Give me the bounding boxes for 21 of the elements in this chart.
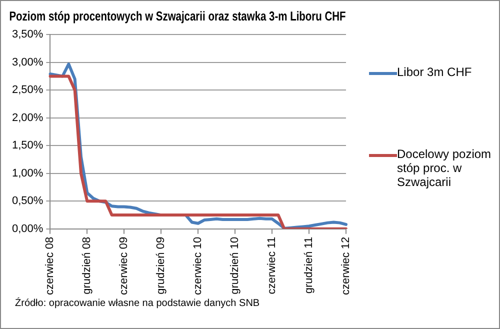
y-tick-label: 2,50% [12, 84, 44, 96]
x-tick-label: czerwiec 11 [266, 236, 278, 294]
y-tick-label: 0,50% [12, 195, 44, 208]
legend-label: Libor 3m CHF [397, 65, 472, 79]
x-tick-label: czerwiec 10 [192, 236, 204, 295]
x-tick-label: grudzień 11 [303, 236, 316, 294]
x-tick-label: grudzień 08 [81, 236, 94, 294]
y-tick-label: 3,00% [12, 56, 44, 68]
legend-label: Docelowy poziom stóp proc. w Szwajcarii [397, 147, 492, 189]
y-tick-label: 0,00% [12, 222, 44, 235]
y-tick-label: 1,00% [12, 167, 44, 180]
x-tick-label: czerwiec 09 [118, 236, 130, 295]
y-tick-label: 3,50% [12, 28, 44, 41]
x-tick-label: czerwiec 08 [44, 236, 56, 295]
x-tick-label: grudzień 09 [155, 236, 168, 294]
x-tick-label: czerwiec 12 [340, 236, 352, 295]
text: Źródło: opracowanie własne na podstawie danych SNB [15, 298, 260, 309]
chart-title: Poziom stóp procentowych w Szwajcarii oraz stawka 3-m Liboru CHF [9, 9, 346, 24]
y-tick-label: 1,50% [12, 140, 44, 152]
y-tick-label: 2,00% [12, 112, 44, 124]
x-tick-label: grudzień 10 [229, 236, 242, 294]
